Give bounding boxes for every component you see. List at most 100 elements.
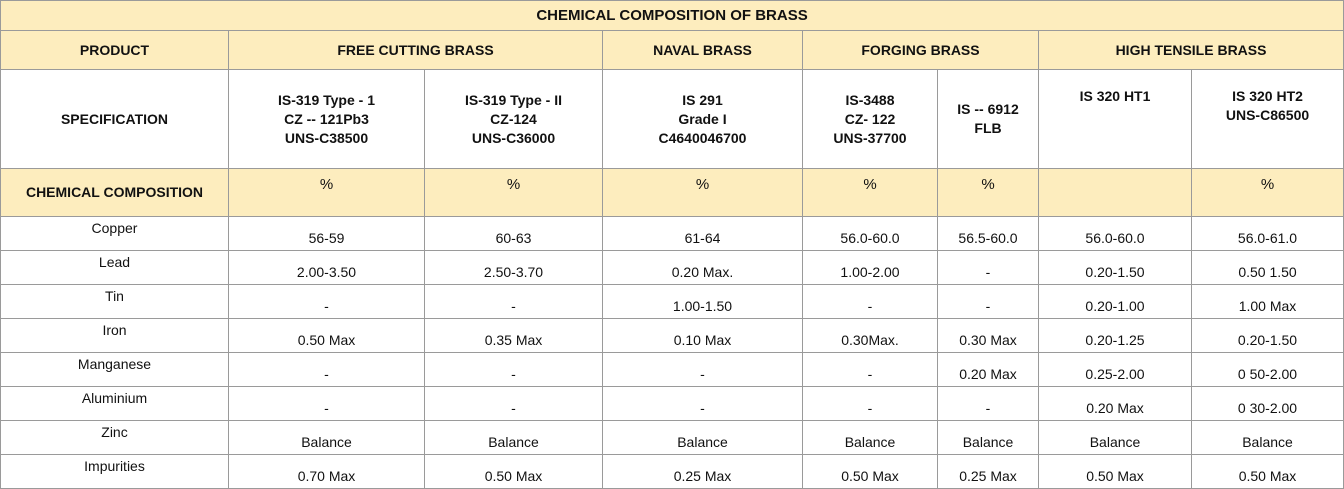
composition-value: - xyxy=(937,386,1039,421)
composition-value: 60-63 xyxy=(424,216,603,251)
product-label: PRODUCT xyxy=(0,30,229,70)
composition-value: 0.20-1.50 xyxy=(1190,318,1344,353)
unit-cell: % xyxy=(802,168,938,217)
composition-value: - xyxy=(424,284,603,319)
table-row: Manganese - - - -0.20 Max 0.25-2.00 0 50-2.00 xyxy=(0,352,1344,387)
table-row: Aluminium - - - - -0.20 Max 0 30-2.00 xyxy=(0,386,1344,421)
table-row: Copper 56-59 60-63 61-64 56.0-60.0 56.5-60.0 5… xyxy=(0,216,1344,251)
spec-cell: IS-3488 CZ- 122 UNS-37700 xyxy=(802,69,938,169)
composition-value: - xyxy=(602,352,803,387)
composition-value: 0.25-2.00 xyxy=(1038,352,1192,387)
composition-value: Balance xyxy=(802,420,938,455)
composition-value: 0.50 Max xyxy=(1038,454,1192,489)
composition-value: - xyxy=(802,352,938,387)
composition-value: Balance xyxy=(228,420,425,455)
spec-line: CZ -- 121Pb3 xyxy=(284,110,369,127)
spec-line: UNS-C86500 xyxy=(1225,107,1310,123)
composition-value: 56-59 xyxy=(228,216,425,251)
composition-value: 61-64 xyxy=(602,216,803,251)
composition-value: - xyxy=(424,352,603,387)
element-name: Copper xyxy=(0,216,229,251)
composition-value: - xyxy=(424,386,603,421)
spec-line: FLB xyxy=(974,120,1002,136)
product-row: PRODUCT FREE CUTTING BRASS NAVAL BRASS F… xyxy=(0,30,1344,70)
spec-line: UNS-C38500 xyxy=(284,129,369,146)
composition-value: 2.00-3.50 xyxy=(228,250,425,285)
spec-line: IS 320 HT2 xyxy=(1232,88,1303,104)
element-name: Tin xyxy=(0,284,229,319)
spec-line: IS-319 Type - 1 xyxy=(277,91,375,108)
composition-rows: Copper 56-59 60-63 61-64 56.0-60.0 56.5-60.0 5… xyxy=(0,216,1344,489)
spec-line: UNS-37700 xyxy=(833,129,907,146)
table-row: Tin - -1.00-1.50- -0.20-1.00 1.00 Max xyxy=(0,284,1344,319)
element-name: Zinc xyxy=(0,420,229,455)
composition-value: 0.20-1.25 xyxy=(1038,318,1192,353)
composition-value: 0.20-1.00 xyxy=(1038,284,1192,319)
composition-value: 0.50 Max xyxy=(802,454,938,489)
spec-line: C4640046700 xyxy=(658,129,747,146)
specification-row: SPECIFICATION IS-319 Type - 1 CZ -- 121P… xyxy=(0,69,1344,169)
unit-cell: % xyxy=(937,168,1039,217)
spec-line: Grade I xyxy=(678,110,727,127)
composition-value: 0.30Max. xyxy=(802,318,938,353)
table-row: Impurities 0.70 Max 0.50 Max 0.25 Max 0.50 M… xyxy=(0,454,1344,489)
spec-cell: IS-319 Type - 1 CZ -- 121Pb3 UNS-C38500 xyxy=(228,69,425,169)
table-row: Zinc Balance Balance Balance Balance Balance B… xyxy=(0,420,1344,455)
spec-line: CZ-124 xyxy=(490,110,537,127)
spec-cell: IS -- 6912 FLB xyxy=(937,69,1039,169)
table-row: Iron 0.50 Max 0.35 Max 0.10 Max 0.30Max. 0.30… xyxy=(0,318,1344,353)
composition-value: 0.70 Max xyxy=(228,454,425,489)
composition-value: Balance xyxy=(1190,420,1344,455)
composition-value: 0.10 Max xyxy=(602,318,803,353)
group-free-cutting-brass: FREE CUTTING BRASS xyxy=(228,30,603,70)
composition-value: 0 30-2.00 xyxy=(1190,386,1344,421)
composition-value: 2.50-3.70 xyxy=(424,250,603,285)
element-name: Manganese xyxy=(0,352,229,387)
unit-cell: % xyxy=(1190,168,1344,217)
spec-cell: IS-319 Type - II CZ-124 UNS-C36000 xyxy=(424,69,603,169)
composition-value: - xyxy=(228,284,425,319)
spec-line: IS 320 HT1 xyxy=(1079,88,1151,104)
table-title: CHEMICAL COMPOSITION OF BRASS xyxy=(0,0,1344,31)
composition-value: 0.50 1.50 xyxy=(1190,250,1344,285)
group-naval-brass: NAVAL BRASS xyxy=(602,30,803,70)
composition-value: - xyxy=(602,386,803,421)
composition-value: 1.00-2.00 xyxy=(802,250,938,285)
element-name: Impurities xyxy=(0,454,229,489)
composition-value: 56.0-60.0 xyxy=(1038,216,1192,251)
title-row: CHEMICAL COMPOSITION OF BRASS xyxy=(0,0,1344,31)
spec-line: IS-3488 xyxy=(845,91,895,108)
composition-value: 56.0-60.0 xyxy=(802,216,938,251)
element-name: Iron xyxy=(0,318,229,353)
unit-cell xyxy=(1038,168,1192,217)
spec-cell: IS 320 HT2 UNS-C86500 xyxy=(1190,69,1344,169)
composition-value: 0.30 Max xyxy=(937,318,1039,353)
composition-value: 0.20 Max. xyxy=(602,250,803,285)
composition-value: 0.25 Max xyxy=(602,454,803,489)
composition-value: - xyxy=(228,352,425,387)
composition-value: 0.20-1.50 xyxy=(1038,250,1192,285)
spec-line: UNS-C36000 xyxy=(471,129,556,146)
composition-value: 0.50 Max xyxy=(1190,454,1344,489)
composition-value: 56.5-60.0 xyxy=(937,216,1039,251)
spec-line: IS -- 6912 xyxy=(957,101,1019,117)
group-high-tensile-brass: HIGH TENSILE BRASS xyxy=(1037,30,1344,70)
composition-value: 0.35 Max xyxy=(424,318,603,353)
group-forging-brass: FORGING BRASS xyxy=(802,30,1039,70)
composition-value: 0.20 Max xyxy=(1038,386,1192,421)
composition-value: 1.00 Max xyxy=(1190,284,1344,319)
composition-value: 1.00-1.50 xyxy=(602,284,803,319)
composition-value: Balance xyxy=(937,420,1039,455)
composition-value: - xyxy=(228,386,425,421)
table-row: Lead 2.00-3.50 2.50-3.70 0.20 Max. 1.00-2.00… xyxy=(0,250,1344,285)
unit-cell: % xyxy=(602,168,803,217)
composition-value: 56.0-61.0 xyxy=(1190,216,1344,251)
composition-value: 0.50 Max xyxy=(424,454,603,489)
spec-cell: IS 291 Grade I C4640046700 xyxy=(602,69,803,169)
spec-line: IS 291 xyxy=(682,91,723,108)
spec-cell: IS 320 HT1 xyxy=(1038,69,1192,169)
composition-value: 0 50-2.00 xyxy=(1190,352,1344,387)
composition-value: 0.20 Max xyxy=(937,352,1039,387)
chemical-composition-row: CHEMICAL COMPOSITION % % % % % % xyxy=(0,168,1344,217)
